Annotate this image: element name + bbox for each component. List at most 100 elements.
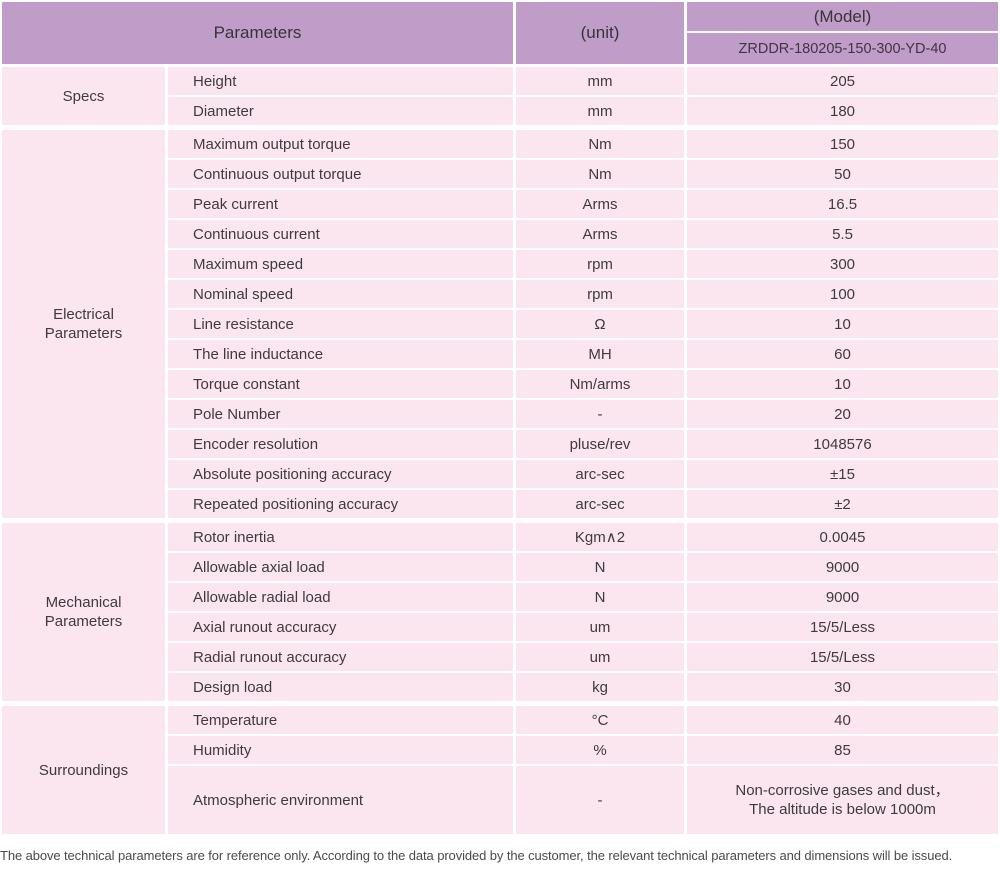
value-cell: ±2: [687, 490, 998, 518]
unit-cell: N: [516, 553, 684, 581]
table-row: The line inductance MH 60: [168, 340, 998, 368]
unit-cell: Arms: [516, 190, 684, 218]
unit-cell: mm: [516, 97, 684, 125]
section-rows: Rotor inertia Kgm∧2 0.0045 Allowable axi…: [168, 523, 998, 701]
table-row: Allowable axial load N 9000: [168, 553, 998, 581]
value-cell: 9000: [687, 583, 998, 611]
model-number: ZRDDR-180205-150-300-YD-40: [687, 33, 998, 64]
section-rows: Temperature °C 40 Humidity % 85 Atmosphe…: [168, 706, 998, 834]
parameter-name-cell: Height: [168, 67, 513, 95]
model-header-cell: (Model) ZRDDR-180205-150-300-YD-40: [687, 2, 998, 64]
parameter-name-cell: Peak current: [168, 190, 513, 218]
table-row: Rotor inertia Kgm∧2 0.0045: [168, 523, 998, 551]
parameter-name-cell: Temperature: [168, 706, 513, 734]
section-group-label: Surroundings: [2, 706, 165, 834]
unit-cell: Kgm∧2: [516, 523, 684, 551]
parameter-name-cell: Design load: [168, 673, 513, 701]
value-cell: ±15: [687, 460, 998, 488]
table-row: Maximum output torque Nm 150: [168, 130, 998, 158]
value-cell: Non-corrosive gases and dust， The altitu…: [687, 766, 998, 834]
parameter-name-cell: Line resistance: [168, 310, 513, 338]
unit-cell: -: [516, 766, 684, 834]
table-row: Continuous current Arms 5.5: [168, 220, 998, 248]
value-cell: 16.5: [687, 190, 998, 218]
table-row: Absolute positioning accuracy arc-sec ±1…: [168, 460, 998, 488]
unit-cell: pluse/rev: [516, 430, 684, 458]
unit-cell: Nm/arms: [516, 370, 684, 398]
unit-cell: arc-sec: [516, 460, 684, 488]
value-cell: 30: [687, 673, 998, 701]
parameter-name-cell: The line inductance: [168, 340, 513, 368]
parameter-name-cell: Encoder resolution: [168, 430, 513, 458]
unit-cell: arc-sec: [516, 490, 684, 518]
table-header: Parameters (unit) (Model) ZRDDR-180205-1…: [2, 2, 998, 64]
table-row: Pole Number - 20: [168, 400, 998, 428]
unit-header-cell: (unit): [516, 2, 684, 64]
value-cell: 180: [687, 97, 998, 125]
unit-cell: mm: [516, 67, 684, 95]
table-row: Height mm 205: [168, 67, 998, 95]
parameter-name-cell: Pole Number: [168, 400, 513, 428]
unit-cell: rpm: [516, 250, 684, 278]
unit-cell: -: [516, 400, 684, 428]
table-row: Nominal speed rpm 100: [168, 280, 998, 308]
value-cell: 205: [687, 67, 998, 95]
value-cell: 1048576: [687, 430, 998, 458]
unit-cell: %: [516, 736, 684, 764]
table-row: Line resistance Ω 10: [168, 310, 998, 338]
value-cell: 10: [687, 370, 998, 398]
model-header-label: (Model): [687, 2, 998, 31]
parameter-name-cell: Repeated positioning accuracy: [168, 490, 513, 518]
value-cell: 150: [687, 130, 998, 158]
parameters-header-cell: Parameters: [2, 2, 513, 64]
parameter-name-cell: Rotor inertia: [168, 523, 513, 551]
parameter-name-cell: Axial runout accuracy: [168, 613, 513, 641]
unit-cell: °C: [516, 706, 684, 734]
table-row: Atmospheric environment - Non-corrosive …: [168, 766, 998, 834]
value-cell: 300: [687, 250, 998, 278]
table-body: Specs Height mm 205 Diameter mm 180 Elec…: [2, 67, 998, 834]
unit-cell: Arms: [516, 220, 684, 248]
unit-cell: kg: [516, 673, 684, 701]
table-row: Temperature °C 40: [168, 706, 998, 734]
unit-cell: N: [516, 583, 684, 611]
value-cell: 15/5/Less: [687, 643, 998, 671]
table-row: Radial runout accuracy um 15/5/Less: [168, 643, 998, 671]
parameter-name-cell: Torque constant: [168, 370, 513, 398]
spec-table: Parameters (unit) (Model) ZRDDR-180205-1…: [0, 2, 998, 863]
value-cell: 5.5: [687, 220, 998, 248]
value-cell: 0.0045: [687, 523, 998, 551]
table-row: Allowable radial load N 9000: [168, 583, 998, 611]
value-cell: 15/5/Less: [687, 613, 998, 641]
parameter-name-cell: Continuous current: [168, 220, 513, 248]
footer-note: The above technical parameters are for r…: [0, 848, 953, 863]
value-cell: 10: [687, 310, 998, 338]
table-row: Torque constant Nm/arms 10: [168, 370, 998, 398]
parameter-name-cell: Nominal speed: [168, 280, 513, 308]
unit-cell: Nm: [516, 130, 684, 158]
unit-cell: Nm: [516, 160, 684, 188]
parameter-name-cell: Allowable radial load: [168, 583, 513, 611]
parameter-name-cell: Maximum speed: [168, 250, 513, 278]
unit-cell: um: [516, 643, 684, 671]
parameter-name-cell: Continuous output torque: [168, 160, 513, 188]
table-row: Diameter mm 180: [168, 97, 998, 125]
table-row: Axial runout accuracy um 15/5/Less: [168, 613, 998, 641]
parameter-name-cell: Maximum output torque: [168, 130, 513, 158]
parameter-name-cell: Humidity: [168, 736, 513, 764]
table-row: Maximum speed rpm 300: [168, 250, 998, 278]
unit-cell: rpm: [516, 280, 684, 308]
value-cell: 85: [687, 736, 998, 764]
table-section: Mechanical Parameters Rotor inertia Kgm∧…: [2, 523, 998, 701]
section-group-label: Mechanical Parameters: [2, 523, 165, 701]
section-rows: Maximum output torque Nm 150 Continuous …: [168, 130, 998, 518]
table-section: Electrical Parameters Maximum output tor…: [2, 130, 998, 518]
table-row: Continuous output torque Nm 50: [168, 160, 998, 188]
table-row: Encoder resolution pluse/rev 1048576: [168, 430, 998, 458]
parameter-name-cell: Diameter: [168, 97, 513, 125]
table-row: Design load kg 30: [168, 673, 998, 701]
value-cell: 20: [687, 400, 998, 428]
parameter-name-cell: Atmospheric environment: [168, 766, 513, 834]
section-group-label: Electrical Parameters: [2, 130, 165, 518]
